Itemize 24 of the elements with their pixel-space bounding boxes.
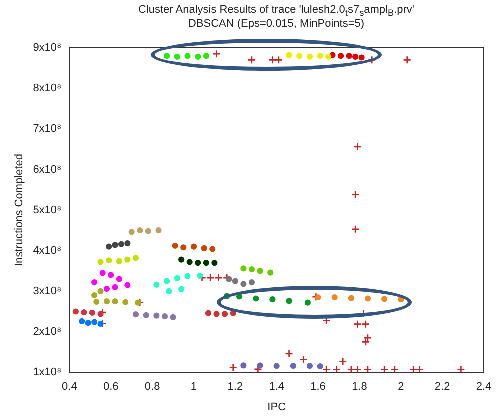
x-tick-label: 1.2 — [228, 381, 244, 394]
x-tick-label: 0.4 — [62, 381, 78, 394]
y-axis-title: Instructions Completed — [14, 154, 26, 267]
y-tick-label: 9x10⁸ — [33, 42, 62, 54]
x-tick-label: 1 — [190, 381, 198, 394]
x-tick-label: 0.8 — [144, 381, 160, 394]
x-tick-label: 0.6 — [103, 381, 119, 394]
x-tick-label: 2.2 — [434, 381, 450, 394]
x-tick-label: 1.4 — [269, 381, 284, 394]
chart-title: Cluster Analysis Results of trace 'lulesh2.0$_{t}$s7$_{s}$ampl$_{B}$.prv' — [137, 4, 416, 18]
x-tick-label: 2.4 — [476, 381, 492, 394]
x-tick-label: 1.8 — [352, 381, 368, 394]
y-tick-label: 5x10⁸ — [33, 204, 62, 216]
chart-subtitle: DBSCAN (Eps=0.015, MinPoints=5) — [187, 18, 366, 30]
y-tick-label: 7x10⁸ — [33, 123, 62, 136]
y-tick-label: 4x10⁸ — [33, 244, 62, 257]
x-tick-label: 2 — [398, 381, 404, 394]
y-tick-label: 6x10⁸ — [33, 164, 62, 176]
y-tick-label: 8x10⁸ — [33, 82, 62, 95]
y-tick-label: 3x10⁸ — [33, 285, 62, 298]
x-tick-label: 1.6 — [310, 381, 326, 394]
y-tick-label: 2x10⁸ — [33, 326, 62, 338]
x-axis-title: IPC — [268, 401, 286, 414]
y-tick-label: 1x10⁸ — [33, 366, 62, 379]
